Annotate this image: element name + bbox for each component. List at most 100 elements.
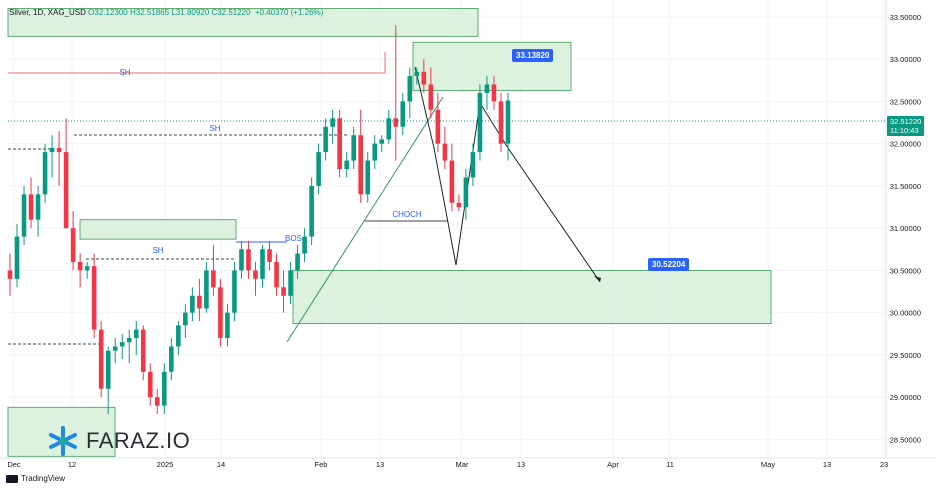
candle-body: [281, 287, 286, 296]
candle-body: [337, 118, 342, 170]
current-price-value: 32.51220: [890, 117, 922, 126]
candle-body: [239, 249, 244, 271]
candle-body: [358, 135, 364, 195]
candle-body: [63, 152, 69, 229]
candle-body: [176, 325, 181, 347]
candle-body: [393, 118, 399, 127]
candle-body: [365, 160, 371, 195]
zone-rect: [7, 8, 479, 37]
candle-body: [154, 397, 160, 406]
candle-body: [428, 84, 434, 110]
candle-body: [477, 92, 483, 153]
candle-body: [505, 100, 511, 144]
x-tick-label: 12: [68, 460, 76, 469]
candle-body: [274, 261, 279, 288]
sh-label-mid: SH: [209, 124, 220, 133]
current-price-tag: 32.51220 11:10:43: [887, 116, 925, 136]
faraz-logo-icon: [49, 426, 77, 456]
candle-body: [260, 249, 265, 279]
y-tick-label: 29.50000: [890, 351, 921, 360]
lower-target-callout: 30.52204: [648, 258, 690, 271]
x-tick-label: 14: [217, 460, 225, 469]
candle-body: [91, 266, 97, 330]
x-tick-label: 13: [517, 460, 525, 469]
time-axis: Dec 12 2025 14 Feb 13 Mar 13 Apr 11 May 13 23: [0, 457, 936, 469]
candle-body: [442, 143, 448, 161]
candle-body: [288, 270, 293, 296]
candle-body: [232, 270, 237, 313]
candle-body: [35, 194, 41, 220]
candle-body: [70, 228, 76, 262]
y-tick-label: 30.00000: [890, 309, 921, 318]
brand-watermark: FARAZ.IO: [46, 424, 190, 458]
tradingview-label: TradingView: [21, 474, 66, 483]
candle-body: [407, 76, 413, 102]
candle-body: [302, 236, 307, 254]
candle-body: [211, 270, 216, 288]
candle-body: [484, 84, 490, 93]
candle-body: [491, 84, 497, 102]
x-tick-label: 13: [823, 460, 831, 469]
bos-label: BOS: [285, 234, 302, 243]
candle-body: [98, 329, 104, 389]
low-value: L31.80920: [171, 8, 210, 17]
candle-body: [112, 346, 118, 351]
zone-rect: [79, 219, 237, 240]
y-tick-label: 32.00000: [890, 140, 921, 149]
sh-label-low: SH: [152, 246, 163, 255]
candle-body: [295, 253, 300, 271]
x-tick-label: 23: [880, 460, 888, 469]
bar-countdown: 11:10:43: [890, 126, 919, 135]
candle-body: [21, 194, 27, 237]
candle-body: [267, 249, 272, 262]
candle-body: [400, 101, 406, 127]
candle-body: [330, 118, 335, 127]
tradingview-footer[interactable]: TradingView: [6, 474, 65, 483]
candle-body: [344, 160, 349, 170]
candle-body: [169, 346, 174, 372]
candle-body: [197, 295, 202, 309]
candle-body: [246, 249, 251, 271]
candle-body: [14, 236, 20, 279]
high-value: H32.51865: [129, 8, 170, 17]
y-tick-label: 33.00000: [890, 55, 921, 64]
trend-line-up: [286, 96, 444, 343]
candle-body: [456, 202, 462, 208]
candle-body: [449, 160, 455, 203]
symbol-label[interactable]: Silver, 1D, XAG_USD: [9, 8, 86, 17]
candle-body: [28, 194, 34, 220]
upper-target-callout: 33.13820: [512, 49, 554, 62]
x-tick-label: Mar: [456, 460, 469, 469]
candle-body: [435, 109, 441, 144]
y-tick-label: 31.50000: [890, 182, 921, 191]
candle-body: [470, 152, 476, 178]
candle-body: [253, 270, 258, 279]
candle-body: [7, 270, 13, 279]
candle-body: [386, 118, 392, 140]
tradingview-logo-icon: [6, 474, 18, 483]
candle-body: [463, 177, 469, 208]
candle-body: [218, 287, 223, 339]
candle-body: [225, 312, 230, 339]
candle-body: [204, 270, 209, 309]
open-value: O32.12300: [88, 8, 128, 17]
candle-body: [372, 143, 378, 161]
candle-body: [42, 152, 48, 195]
candle-body: [105, 350, 111, 389]
candle-body: [323, 126, 328, 153]
candle-body: [140, 329, 146, 372]
y-tick-label: 28.50000: [890, 435, 921, 444]
price-axis: 28.50000 29.00000 29.50000 30.00000 30.50000…: [885, 0, 921, 458]
candle-body: [316, 152, 321, 186]
x-tick-label: Dec: [7, 460, 21, 469]
candle-body: [56, 147, 62, 153]
x-tick-label: 11: [666, 460, 674, 469]
brand-name: FARAZ.IO: [86, 428, 191, 453]
candle-body: [77, 261, 83, 271]
candle-body: [379, 139, 385, 144]
y-tick-label: 31.00000: [890, 224, 921, 233]
arrow-head: [594, 276, 601, 282]
candle-body: [421, 71, 427, 85]
candle-body: [162, 371, 167, 406]
